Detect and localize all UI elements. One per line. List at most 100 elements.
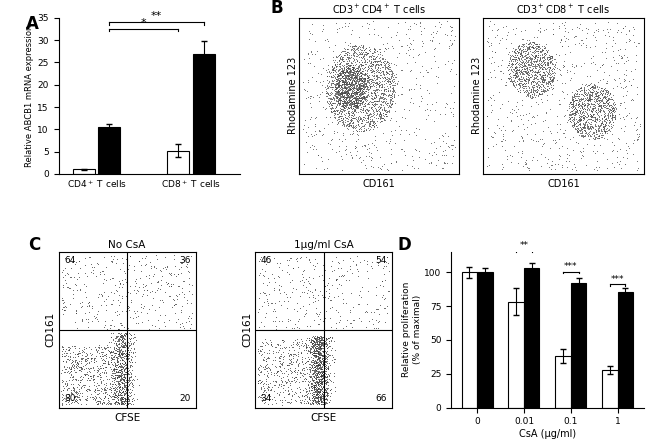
Point (319, 376, 330, 383)
Point (482, 112, 492, 119)
Point (584, 106, 594, 113)
Point (315, 127, 325, 134)
Point (261, 361, 272, 368)
Point (367, 50, 377, 57)
Point (307, 393, 318, 400)
Point (98, 267, 109, 275)
Point (576, 84, 586, 91)
Point (311, 375, 321, 382)
Point (352, 87, 362, 94)
Text: 34: 34 (261, 394, 272, 403)
Point (322, 353, 332, 361)
Point (319, 384, 330, 391)
Point (304, 293, 315, 301)
Point (541, 47, 552, 55)
Point (59, 304, 70, 311)
Point (304, 395, 315, 402)
Point (315, 288, 326, 295)
Point (608, 91, 618, 99)
Point (379, 296, 389, 303)
Point (369, 98, 379, 105)
Point (527, 62, 538, 69)
Point (376, 112, 386, 119)
Point (283, 298, 294, 305)
Point (579, 90, 590, 97)
Point (307, 369, 318, 376)
Point (342, 71, 352, 78)
Point (318, 375, 329, 382)
Point (310, 344, 320, 351)
Point (103, 347, 114, 354)
Point (629, 26, 640, 33)
Point (362, 93, 372, 100)
Point (369, 73, 379, 80)
Point (376, 68, 387, 75)
Title: CD3$^+$CD4$^+$ T cells: CD3$^+$CD4$^+$ T cells (332, 3, 426, 16)
Point (326, 90, 336, 98)
Point (364, 92, 374, 99)
Point (320, 392, 330, 399)
Point (333, 65, 344, 73)
Point (274, 285, 284, 293)
Point (315, 365, 325, 372)
Point (363, 73, 373, 80)
Point (347, 105, 358, 112)
Point (506, 56, 516, 64)
Point (297, 359, 307, 366)
Point (310, 120, 320, 127)
Point (111, 308, 121, 315)
Point (573, 127, 584, 134)
Point (567, 116, 577, 124)
Point (313, 380, 324, 388)
Point (544, 67, 554, 74)
Point (348, 75, 358, 82)
Text: 20: 20 (179, 394, 190, 403)
Point (540, 77, 550, 84)
Point (112, 374, 122, 381)
Point (114, 350, 125, 358)
Point (313, 391, 323, 398)
Point (339, 87, 349, 95)
Point (604, 107, 615, 114)
Point (311, 366, 322, 373)
Point (362, 258, 372, 265)
Point (560, 51, 570, 58)
Point (607, 115, 618, 122)
Point (346, 79, 356, 86)
Point (113, 338, 124, 345)
Point (355, 95, 365, 102)
Point (117, 351, 127, 358)
Point (511, 67, 521, 74)
Point (617, 54, 627, 61)
Point (340, 112, 350, 119)
Point (107, 360, 118, 367)
Point (357, 69, 367, 77)
Point (360, 106, 370, 113)
Point (84, 366, 94, 373)
Point (520, 61, 530, 69)
Point (616, 53, 626, 60)
Point (296, 277, 307, 284)
Point (317, 340, 328, 347)
Point (326, 96, 337, 103)
Point (361, 67, 372, 74)
Point (315, 332, 325, 340)
Point (610, 59, 621, 66)
Point (109, 369, 119, 376)
Point (121, 381, 131, 388)
Point (309, 360, 319, 367)
Point (589, 103, 599, 110)
Point (342, 68, 352, 75)
Point (382, 309, 392, 316)
Point (411, 147, 421, 154)
Point (313, 360, 323, 367)
Point (311, 353, 321, 361)
Point (352, 97, 362, 104)
Point (361, 60, 372, 67)
Point (377, 73, 387, 81)
Point (253, 380, 263, 387)
Point (106, 339, 116, 346)
Point (341, 99, 351, 107)
Point (378, 91, 388, 98)
Point (350, 103, 361, 110)
